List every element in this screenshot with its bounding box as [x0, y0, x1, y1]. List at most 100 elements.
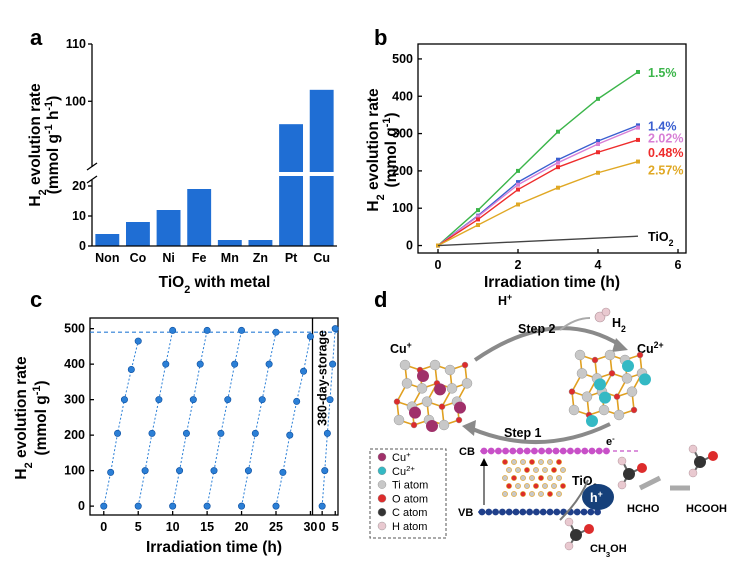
cycle-5-point [251, 429, 259, 437]
series-point [636, 159, 640, 164]
cycle-3-line [172, 330, 208, 507]
storage-cycle-point [331, 325, 339, 333]
o-atom [591, 356, 599, 364]
x-tick-label: 30 [303, 520, 317, 534]
tio2-atom [520, 459, 526, 465]
panel-a-ticks: 0 10 20 100 110 Non Co Ni Fe Mn Zn Pt Cu [65, 37, 330, 265]
x-tick-label: 6 [675, 258, 682, 272]
plot-frame [89, 317, 339, 516]
bar-ni [156, 210, 181, 246]
cb-electron [595, 447, 603, 455]
panel-b-line-chart: b 1.5% 1.4%2.02%0.48% 2.57% TiO2 0 2 4 6 0 100 20… [365, 25, 687, 291]
legend-item: Cu2+ [392, 463, 415, 478]
storage-cycle-point [323, 429, 331, 437]
ti-atom [429, 359, 441, 371]
series-point [556, 165, 560, 170]
ti-atom [416, 383, 428, 394]
cu-plus-atom [434, 383, 446, 396]
vb-hole [539, 508, 547, 516]
legend-swatch [377, 521, 387, 531]
panel-b-series: 1.5% 1.4%2.02%0.48% 2.57% TiO2 [436, 66, 683, 248]
series-point [516, 168, 520, 173]
cb-electron [581, 447, 589, 455]
tio2-atom [560, 483, 566, 489]
ti-atom [568, 404, 580, 416]
tio2-atom [556, 491, 562, 497]
excitation-arrowhead [480, 458, 488, 466]
cb-electron [603, 447, 610, 455]
hole-bubble [582, 484, 614, 510]
series-point [556, 157, 560, 162]
tio2-atom [542, 483, 548, 489]
bar-break-gap [308, 172, 335, 176]
cluster-cu-2plus [568, 349, 651, 427]
cycle-6-point [306, 332, 314, 340]
x-tick-label: Pt [285, 251, 298, 265]
vb-hole [553, 508, 561, 516]
cycle-4-point [217, 429, 225, 437]
cb-electron [538, 447, 545, 455]
cycle-2-point [155, 396, 163, 404]
series-point [636, 69, 640, 74]
panel-a-letter: a [30, 25, 43, 50]
hcho-molecule [617, 456, 647, 490]
cycle-4-line [206, 330, 243, 507]
tio2-atom [502, 459, 508, 465]
legend-swatch [377, 508, 387, 517]
cb-electron [509, 447, 517, 455]
y-tick-label: 400 [392, 89, 413, 103]
cb-electron [552, 447, 560, 455]
x-tick-label: Fe [192, 251, 207, 265]
step2-arrowhead [612, 338, 628, 352]
cb-label: CB [459, 446, 475, 458]
cycle-3-point [203, 326, 211, 334]
h-atom [564, 517, 574, 527]
tio2-atom [560, 467, 566, 473]
legend-item: H atom [392, 521, 427, 533]
vb-hole [512, 508, 520, 516]
cycle-2-point [134, 502, 142, 510]
bar-mn [217, 240, 242, 246]
y-tick-label: 300 [392, 127, 413, 141]
cu-2plus-atom [639, 373, 651, 386]
vb-hole [546, 508, 554, 516]
series-point [636, 123, 640, 128]
panel-a-ylabel-line2: (mmol g-1 h-1) [43, 96, 62, 195]
o-atom [393, 398, 401, 405]
tio2-atom [511, 491, 517, 497]
panel-a-xlabel: TiO2 with metal [159, 274, 271, 296]
cb-electron [574, 447, 581, 455]
ti-atom [604, 349, 616, 361]
hole-label: h+ [590, 489, 603, 505]
ti-atom [613, 409, 625, 421]
series-line [437, 235, 639, 247]
y-tick-label: 0 [79, 239, 86, 253]
y-tick-label: 100 [65, 94, 86, 108]
cu-2plus-atom [594, 378, 606, 391]
vb-hole [499, 508, 506, 516]
cb-electron [567, 447, 574, 455]
storage-cycle-point [326, 396, 334, 404]
y-tick-label: 300 [64, 393, 85, 407]
series-line [437, 160, 639, 247]
panel-c-ylabel-line2: (mmol g-1) [31, 380, 50, 455]
vb-hole [573, 508, 581, 516]
hcooh-molecule [688, 444, 718, 478]
vb-hole [526, 508, 533, 516]
cycle-6-point [293, 397, 301, 405]
panel-a-axes [86, 44, 337, 247]
vb-hole [492, 508, 499, 516]
vb-hole [533, 508, 540, 516]
cycle-6-point [300, 367, 308, 375]
cu-2plus-atom [586, 415, 598, 427]
bar-break-gap [278, 172, 305, 176]
h-atom [617, 456, 627, 466]
panel-c-letter: c [30, 287, 42, 312]
cycle-5-point [265, 360, 273, 368]
h-atom [617, 480, 627, 490]
legend-item: Ti atom [392, 480, 428, 492]
series-point [476, 217, 480, 222]
legend-swatch [377, 494, 387, 503]
